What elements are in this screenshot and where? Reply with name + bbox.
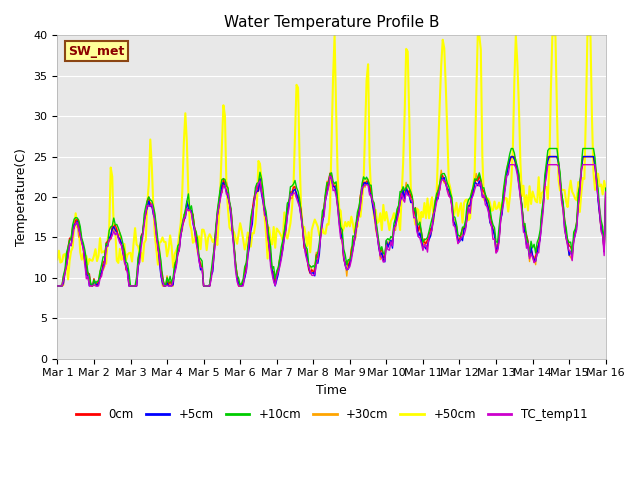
Line: TC_temp11: TC_temp11 xyxy=(58,165,605,286)
+5cm xyxy=(396,199,404,205)
+30cm xyxy=(384,242,392,248)
+5cm xyxy=(536,237,544,242)
TC_temp11 xyxy=(506,162,513,168)
TC_temp11 xyxy=(68,234,76,240)
+5cm xyxy=(54,283,61,289)
TC_temp11 xyxy=(156,255,163,261)
+30cm xyxy=(536,233,544,239)
+50cm xyxy=(387,218,395,224)
TC_temp11 xyxy=(384,247,392,252)
0cm xyxy=(68,225,76,230)
TC_temp11 xyxy=(54,283,61,289)
+10cm xyxy=(536,228,544,233)
+50cm xyxy=(157,239,165,245)
+50cm xyxy=(399,160,407,166)
+5cm xyxy=(68,229,76,235)
+50cm xyxy=(369,200,376,206)
0cm xyxy=(508,154,515,159)
+5cm xyxy=(366,190,374,195)
TC_temp11 xyxy=(536,235,544,240)
+5cm xyxy=(508,154,515,159)
+5cm xyxy=(384,244,392,250)
+30cm xyxy=(68,228,76,234)
+30cm xyxy=(54,283,61,289)
Text: SW_met: SW_met xyxy=(68,45,125,58)
+30cm xyxy=(602,187,609,193)
+50cm xyxy=(70,224,78,230)
+5cm xyxy=(156,260,163,265)
TC_temp11 xyxy=(396,198,404,204)
Line: 0cm: 0cm xyxy=(58,156,605,286)
0cm xyxy=(54,283,61,289)
+10cm xyxy=(508,145,515,151)
Legend: 0cm, +5cm, +10cm, +30cm, +50cm, TC_temp11: 0cm, +5cm, +10cm, +30cm, +50cm, TC_temp1… xyxy=(71,403,592,426)
+30cm xyxy=(396,198,404,204)
0cm xyxy=(602,193,609,199)
+50cm xyxy=(538,190,545,196)
+10cm xyxy=(602,185,609,191)
0cm xyxy=(156,253,163,259)
Line: +5cm: +5cm xyxy=(58,156,605,286)
+10cm xyxy=(156,248,163,254)
+50cm xyxy=(64,276,72,282)
0cm xyxy=(536,233,544,239)
+50cm xyxy=(331,33,339,38)
Line: +30cm: +30cm xyxy=(58,156,605,286)
+10cm xyxy=(54,283,61,289)
+10cm xyxy=(384,236,392,241)
0cm xyxy=(366,182,374,188)
0cm xyxy=(396,196,404,202)
+30cm xyxy=(508,154,515,159)
Line: +10cm: +10cm xyxy=(58,148,605,286)
+10cm xyxy=(366,182,374,188)
+10cm xyxy=(68,222,76,228)
0cm xyxy=(384,243,392,249)
X-axis label: Time: Time xyxy=(316,384,347,397)
TC_temp11 xyxy=(366,192,374,198)
Y-axis label: Temperature(C): Temperature(C) xyxy=(15,148,28,246)
+50cm xyxy=(602,186,609,192)
Title: Water Temperature Profile B: Water Temperature Profile B xyxy=(224,15,439,30)
+50cm xyxy=(54,256,61,262)
TC_temp11 xyxy=(602,189,609,195)
+30cm xyxy=(156,246,163,252)
Line: +50cm: +50cm xyxy=(58,36,605,279)
+10cm xyxy=(396,189,404,194)
+30cm xyxy=(366,184,374,190)
+5cm xyxy=(602,188,609,194)
